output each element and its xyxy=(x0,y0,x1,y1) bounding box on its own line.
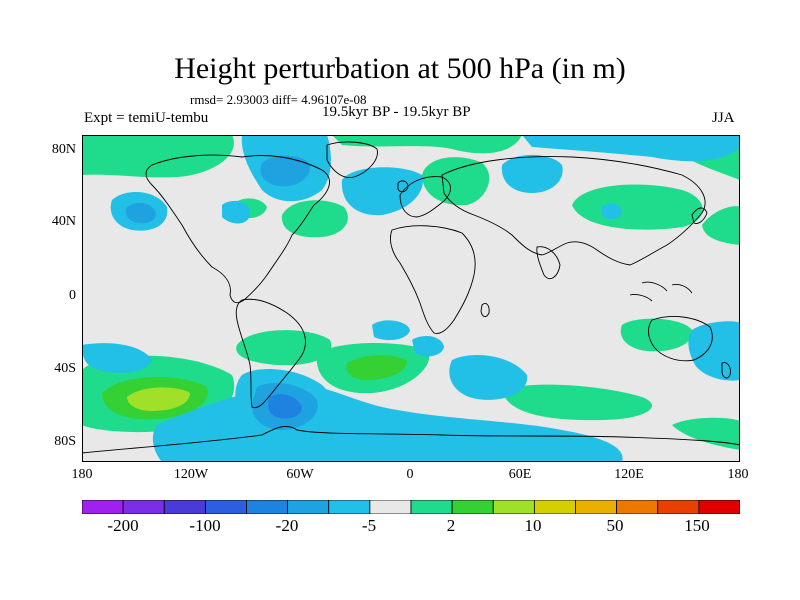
lat-label-80n: 80N xyxy=(51,142,76,157)
colorbar-swatch xyxy=(410,500,453,514)
lon-label-120w: 120W xyxy=(173,467,209,482)
contour-pos-south-pacific-peak xyxy=(127,387,190,411)
colorbar-label-minus-20: -20 xyxy=(275,516,299,535)
colorbar xyxy=(82,500,740,514)
lon-label-180e: 180 xyxy=(727,467,749,482)
colorbar-swatch xyxy=(163,500,206,514)
coast-australia xyxy=(648,316,713,362)
coast-japan xyxy=(691,207,708,224)
colorbar-swatch xyxy=(204,500,247,514)
contour-pos-southeast-corner xyxy=(672,417,740,450)
contour-neg-east-indian xyxy=(688,321,740,381)
colorbar-label-minus-100: -100 xyxy=(189,516,221,535)
contour-neg-siberia xyxy=(501,154,563,193)
contour-pos-central-asia xyxy=(572,184,703,230)
colorbar-label-2: 2 xyxy=(446,516,456,535)
contour-pos-south-australia xyxy=(620,318,693,352)
lat-label-0: 0 xyxy=(69,288,76,303)
coast-greenland xyxy=(326,141,378,178)
map-frame xyxy=(82,135,740,462)
colorbar-swatch xyxy=(533,500,576,514)
coast-india xyxy=(536,246,561,279)
lat-label-40n: 40N xyxy=(51,214,76,229)
contour-pos-north-pacific xyxy=(82,135,234,178)
coast-africa xyxy=(389,225,476,334)
coast-madagascar xyxy=(480,302,490,318)
contour-pos-east-asia xyxy=(702,206,740,245)
colorbar-swatch xyxy=(616,500,659,514)
contour-pos-atlantic xyxy=(281,200,348,238)
contour-neg-north-america-core xyxy=(260,155,311,187)
colorbar-label-50: 50 xyxy=(606,516,624,535)
coast-british-isles xyxy=(397,180,409,193)
colorbar-swatch xyxy=(328,500,371,514)
colorbar-swatch xyxy=(287,500,330,514)
contour-pos-antarctic-pacific xyxy=(502,384,653,421)
colorbar-swatch xyxy=(246,500,289,514)
contour-neg-west-pacific-south xyxy=(82,343,152,373)
lat-label-80s: 80S xyxy=(54,434,76,449)
colorbar-swatch xyxy=(698,500,740,514)
contour-neg-east-asia-small xyxy=(602,203,622,220)
lon-label-60e: 60E xyxy=(508,467,532,482)
colorbar-swatch xyxy=(122,500,165,514)
contour-neg-indian-ocean xyxy=(449,355,528,400)
contour-pos-south-atlantic xyxy=(236,330,332,366)
contour-neg-africa-south xyxy=(412,335,444,357)
colorbar-swatch xyxy=(492,500,535,514)
height-perturbation-map xyxy=(82,135,740,462)
colorbar-swatch xyxy=(369,500,412,514)
colorbar-label-150: 150 xyxy=(684,516,710,535)
contour-neg-arctic-asia xyxy=(522,135,740,162)
coast-europe xyxy=(399,176,451,218)
experiment-label: Expt = temiU-tembu xyxy=(84,110,209,126)
colorbar-swatch xyxy=(657,500,700,514)
colorbar-label-10: 10 xyxy=(524,516,542,535)
contour-neg-north-pacific-core xyxy=(125,202,156,224)
coast-new-zealand xyxy=(721,362,731,379)
colorbar-label-minus-200: -200 xyxy=(107,516,139,535)
coastlines xyxy=(82,141,740,454)
coast-south-america xyxy=(235,298,306,409)
contour-pos-scandinavia xyxy=(422,157,490,206)
season-label: JJA xyxy=(712,110,735,126)
colorbar-swatch xyxy=(575,500,618,514)
coast-north-america xyxy=(145,154,330,304)
map-title: Height perturbation at 500 hPa (in m) xyxy=(174,52,626,85)
rmsd-diff-stats: rmsd= 2.93003 diff= 4.96107e-08 xyxy=(190,92,367,107)
contour-neg-north-pacific-small xyxy=(222,200,251,224)
contour-neg-south-atlantic-strip xyxy=(372,320,410,341)
coast-antarctica xyxy=(82,425,740,454)
colorbar-swatch xyxy=(451,500,494,514)
lat-label-40s: 40S xyxy=(54,361,76,376)
colorbar-label-minus-5: -5 xyxy=(361,516,377,535)
period-label: 19.5kyr BP - 19.5kyr BP xyxy=(322,104,471,120)
lon-label-180w: 180 xyxy=(71,467,93,482)
contour-pos-arctic-europe xyxy=(332,135,522,154)
coast-asia xyxy=(441,156,706,266)
coast-indonesia xyxy=(629,281,693,302)
colorbar-swatch xyxy=(82,500,124,514)
lon-label-0: 0 xyxy=(406,467,414,482)
contour-neg-europe-asia xyxy=(341,167,423,216)
contour-pos-south-indian-core xyxy=(346,355,407,380)
contour-neg-drake-core xyxy=(268,394,302,419)
lon-label-120e: 120E xyxy=(614,467,644,482)
lon-label-60w: 60W xyxy=(286,467,314,482)
